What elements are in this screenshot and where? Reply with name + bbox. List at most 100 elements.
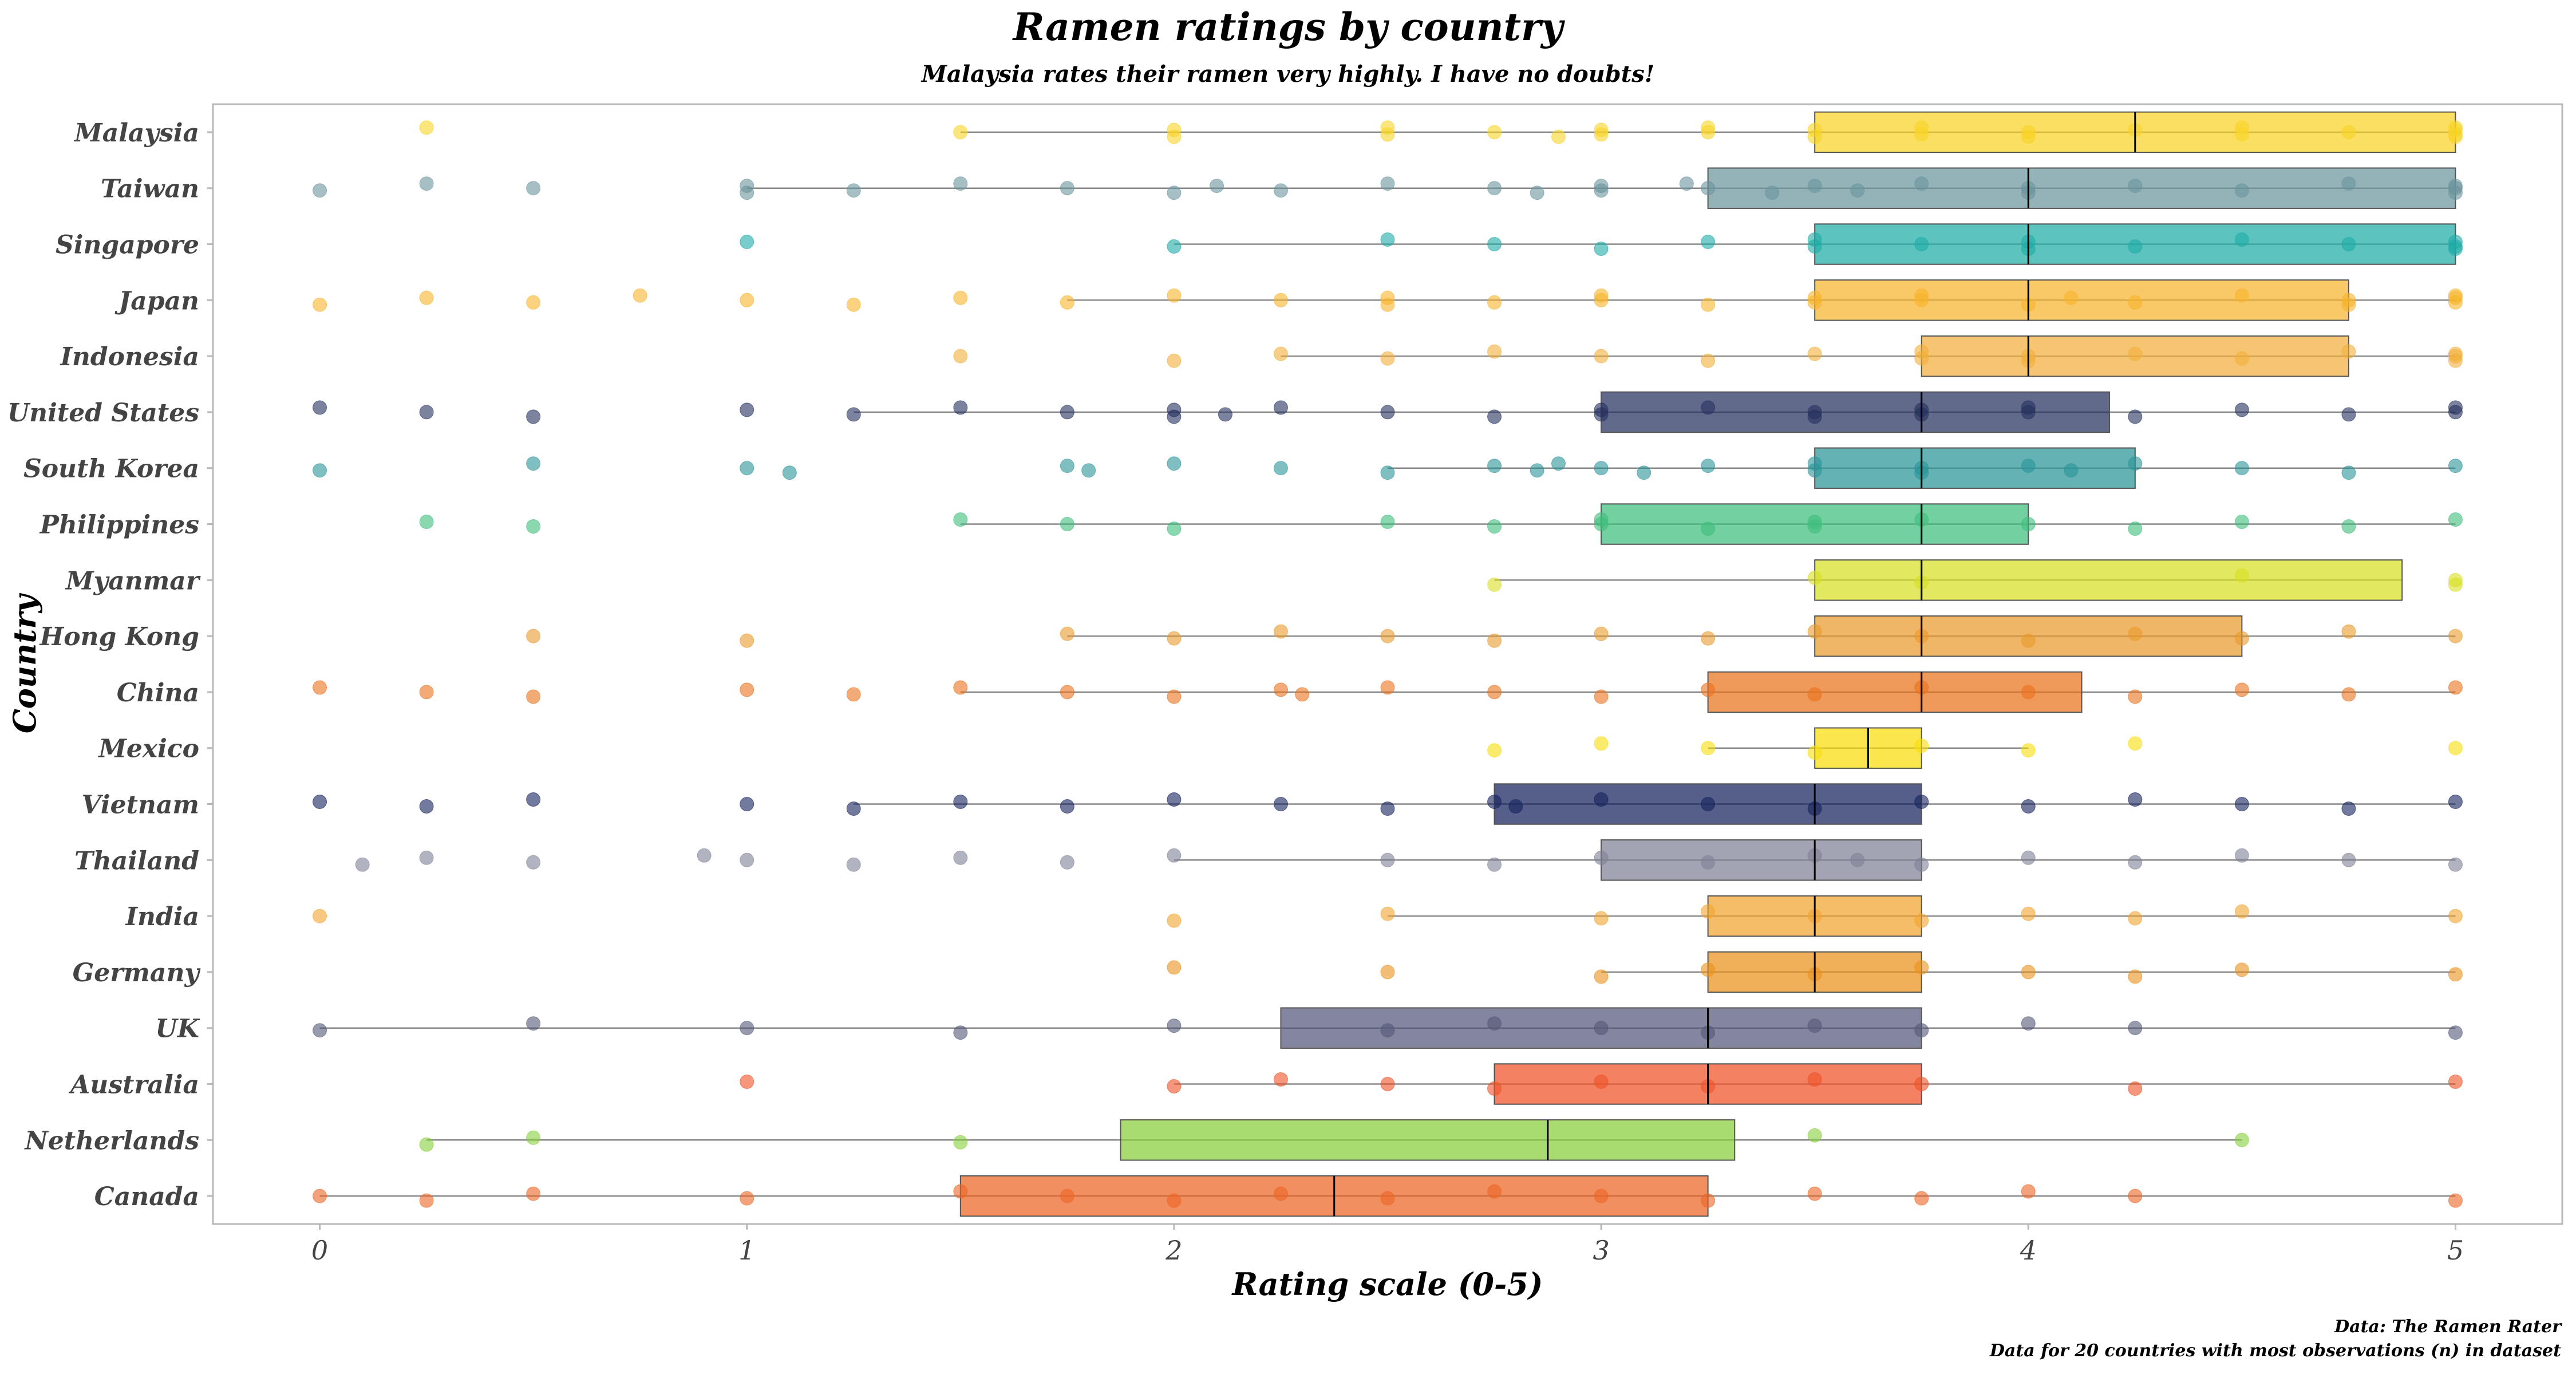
point-thailand xyxy=(355,857,370,872)
point-philippines xyxy=(419,515,434,529)
y-tick-label-hong-kong: Hong Kong xyxy=(39,622,199,652)
point-indonesia xyxy=(1914,344,1929,359)
point-china xyxy=(2021,685,2036,700)
point-hong-kong xyxy=(1167,631,1182,646)
point-china xyxy=(1167,689,1182,704)
point-indonesia xyxy=(1807,346,1822,361)
box-japan xyxy=(1814,279,2349,321)
point-japan xyxy=(2128,295,2143,310)
point-mexico xyxy=(1701,741,1716,756)
point-india xyxy=(2021,906,2036,921)
point-australia xyxy=(2128,1081,2143,1096)
box-myanmar xyxy=(1814,559,2403,601)
point-vietnam xyxy=(1701,797,1716,811)
point-malaysia xyxy=(1594,127,1609,142)
point-myanmar xyxy=(2234,568,2249,583)
point-taiwan xyxy=(1914,176,1929,191)
x-tick-label: 5 xyxy=(2447,1235,2464,1266)
point-india xyxy=(1594,911,1609,926)
point-hong-kong xyxy=(2128,626,2143,641)
point-united-states xyxy=(846,407,861,422)
point-myanmar xyxy=(2448,577,2463,592)
point-mexico xyxy=(1914,739,1929,753)
point-mexico xyxy=(1594,736,1609,751)
point-indonesia xyxy=(1380,351,1395,366)
point-vietnam xyxy=(1167,792,1182,807)
point-thailand xyxy=(2128,855,2143,870)
point-uk xyxy=(1167,1018,1182,1033)
point-canada xyxy=(419,1193,434,1208)
point-taiwan xyxy=(1167,185,1182,200)
point-japan xyxy=(1701,297,1716,312)
point-mexico xyxy=(2448,741,2463,756)
point-china xyxy=(1487,685,1502,700)
point-china xyxy=(1594,689,1609,704)
y-tick-label-thailand: Thailand xyxy=(74,846,199,875)
point-taiwan xyxy=(1210,179,1224,194)
point-thailand xyxy=(419,850,434,865)
point-australia xyxy=(2448,1075,2463,1089)
point-taiwan xyxy=(1765,185,1780,200)
point-uk xyxy=(1807,1018,1822,1033)
point-canada xyxy=(1380,1191,1395,1206)
y-tick-label-japan: Japan xyxy=(114,286,199,315)
point-thailand xyxy=(1594,850,1609,865)
point-taiwan xyxy=(1807,179,1822,194)
point-south-korea xyxy=(1487,459,1502,473)
point-uk xyxy=(2128,1021,2143,1036)
point-australia xyxy=(740,1075,754,1089)
point-malaysia xyxy=(1701,125,1716,140)
x-tick-label: 2 xyxy=(1165,1235,1182,1266)
y-axis-title: Country xyxy=(6,593,43,733)
point-hong-kong xyxy=(2341,624,2356,639)
point-uk xyxy=(1487,1016,1502,1031)
point-south-korea xyxy=(1807,456,1822,471)
point-indonesia xyxy=(1487,344,1502,359)
point-united-states xyxy=(2128,409,2143,424)
y-tick-label-indonesia: Indonesia xyxy=(59,342,199,372)
point-hong-kong xyxy=(1594,626,1609,641)
point-canada xyxy=(1487,1184,1502,1199)
point-south-korea xyxy=(1167,456,1182,471)
point-japan xyxy=(1167,288,1182,303)
point-india xyxy=(1914,913,1929,928)
point-taiwan xyxy=(1679,176,1694,191)
point-philippines xyxy=(526,519,541,534)
point-taiwan xyxy=(1594,183,1609,198)
point-thailand xyxy=(1060,855,1074,870)
point-malaysia xyxy=(1551,129,1566,144)
point-thailand xyxy=(1487,857,1502,872)
point-germany xyxy=(1701,962,1716,977)
point-uk xyxy=(526,1016,541,1031)
point-philippines xyxy=(1380,515,1395,529)
point-mexico xyxy=(2021,743,2036,758)
point-germany xyxy=(2448,967,2463,982)
point-taiwan xyxy=(1487,181,1502,196)
point-malaysia xyxy=(2234,120,2249,135)
point-philippines xyxy=(1167,522,1182,536)
point-singapore xyxy=(1380,232,1395,247)
point-germany xyxy=(1380,965,1395,980)
point-united-states xyxy=(2341,407,2356,422)
point-singapore xyxy=(2128,239,2143,254)
point-hong-kong xyxy=(1701,631,1716,646)
point-thailand xyxy=(2341,852,2356,867)
point-united-states xyxy=(2234,402,2249,417)
point-australia xyxy=(1914,1077,1929,1091)
point-australia xyxy=(1807,1072,1822,1087)
point-japan xyxy=(1380,290,1395,305)
point-philippines xyxy=(1487,519,1502,534)
point-philippines xyxy=(1594,517,1609,531)
point-philippines xyxy=(2234,515,2249,529)
point-south-korea xyxy=(1060,459,1074,473)
point-taiwan xyxy=(846,183,861,198)
chart-subtitle: Malaysia rates their ramen very highly. … xyxy=(921,61,1655,88)
point-canada xyxy=(1701,1193,1716,1208)
point-myanmar xyxy=(1487,577,1502,592)
point-united-states xyxy=(740,402,754,417)
point-taiwan xyxy=(1530,185,1544,200)
point-canada xyxy=(2448,1193,2463,1208)
point-united-states xyxy=(1380,405,1395,420)
point-malaysia xyxy=(2448,120,2463,135)
